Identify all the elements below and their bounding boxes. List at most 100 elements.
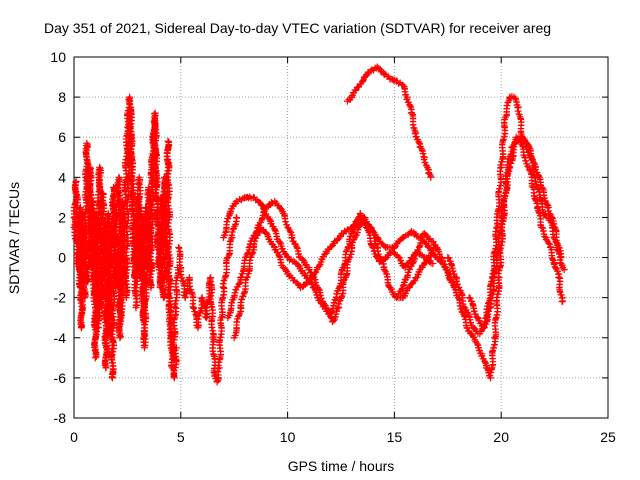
chart-title: Day 351 of 2021, Sidereal Day-to-day VTE… xyxy=(44,20,551,36)
data-point-trace xyxy=(237,276,249,310)
data-point-trace xyxy=(497,116,509,169)
data-point-trace xyxy=(392,235,406,250)
data-point-trace xyxy=(491,276,503,340)
data-point-trace xyxy=(105,251,116,336)
data-point-trace xyxy=(171,266,182,310)
series-right-third-curve xyxy=(465,133,565,332)
data-point-trace xyxy=(506,139,519,170)
data-point-trace xyxy=(403,95,415,116)
data-point-trace xyxy=(556,275,566,305)
data-point-trace xyxy=(126,106,137,199)
data-point-trace xyxy=(175,245,184,269)
data-point xyxy=(258,201,266,209)
data-point xyxy=(91,354,99,362)
y-tick-label: 8 xyxy=(58,89,66,105)
data-point-trace xyxy=(150,119,160,189)
axis-ticks: 0 5 10 15 20 25 -8 -6 -4 -2 0 2 4 6 8 10 xyxy=(50,49,616,445)
data-point-trace xyxy=(409,111,419,135)
data-point xyxy=(558,298,566,306)
data-point-trace xyxy=(445,254,459,280)
data-point-trace xyxy=(315,285,329,310)
data-point-trace xyxy=(504,144,516,169)
data-point-trace xyxy=(507,93,516,102)
data-point-trace xyxy=(328,296,339,316)
data-point-trace xyxy=(163,246,173,300)
data-point-trace xyxy=(413,231,427,257)
y-tick-label: -8 xyxy=(54,410,67,426)
data-point-trace xyxy=(122,156,133,299)
data-point xyxy=(399,81,407,89)
data-point-trace xyxy=(396,254,407,270)
data-point-trace xyxy=(548,246,558,266)
data-point-trace xyxy=(541,211,550,221)
data-point-trace xyxy=(143,235,153,270)
y-tick-label: -6 xyxy=(54,370,67,386)
data-point xyxy=(213,378,221,386)
data-point xyxy=(232,213,240,221)
data-point-trace xyxy=(221,211,233,239)
data-point-trace xyxy=(426,171,435,180)
data-point-trace xyxy=(539,185,552,209)
data-point-trace xyxy=(243,193,255,202)
data-point-trace xyxy=(218,285,228,320)
data-point-trace xyxy=(462,306,476,329)
series-mid-third-curve xyxy=(230,213,458,342)
data-point xyxy=(164,137,172,145)
data-point xyxy=(341,274,349,282)
data-point-trace xyxy=(219,255,230,291)
data-point-trace xyxy=(493,164,505,230)
y-tick-label: 6 xyxy=(58,129,66,145)
data-point-trace xyxy=(288,234,303,261)
data-point-trace xyxy=(277,239,291,260)
data-point-trace xyxy=(118,200,128,251)
data-point-trace xyxy=(169,305,180,361)
data-point-trace xyxy=(271,246,286,269)
y-tick-label: 4 xyxy=(58,169,66,185)
data-point-trace xyxy=(500,164,513,209)
data-point-trace xyxy=(345,94,355,104)
plot-frame xyxy=(73,56,609,419)
data-point-trace xyxy=(264,231,278,250)
data-point xyxy=(525,143,533,151)
data-point-trace xyxy=(86,166,97,230)
data-point-trace xyxy=(225,296,237,319)
x-tick-label: 5 xyxy=(177,429,185,445)
data-point-trace xyxy=(267,220,281,243)
data-point-trace xyxy=(486,335,499,379)
data-point xyxy=(557,254,565,262)
data-point-trace xyxy=(206,275,217,340)
data-point xyxy=(429,260,437,268)
data-point-trace xyxy=(401,83,410,99)
data-point-trace xyxy=(186,276,197,310)
y-tick-label: 10 xyxy=(50,49,66,65)
data-point-trace xyxy=(156,215,167,289)
data-point-trace xyxy=(527,145,539,170)
data-point-trace xyxy=(227,200,239,216)
data-point-trace xyxy=(514,104,525,140)
data-point-trace xyxy=(558,261,567,272)
data-point-trace xyxy=(463,324,479,344)
data-point-trace xyxy=(343,245,356,280)
x-tick-label: 20 xyxy=(493,429,509,445)
data-point-trace xyxy=(130,226,141,279)
data-point-trace xyxy=(244,246,258,281)
data-point-trace xyxy=(160,176,171,250)
y-tick-label: -4 xyxy=(54,330,67,346)
x-tick-label: 10 xyxy=(280,429,296,445)
data-point-trace xyxy=(281,211,296,239)
y-tick-label: 2 xyxy=(58,209,66,225)
data-point-trace xyxy=(135,176,145,261)
data-point-trace xyxy=(481,305,493,331)
data-point xyxy=(146,234,154,241)
series-transition xyxy=(175,213,240,386)
data-point-trace xyxy=(215,316,225,369)
data-point-trace xyxy=(503,95,513,119)
data-point-trace xyxy=(177,265,188,299)
y-tick-label: 0 xyxy=(58,250,66,266)
data-point-trace xyxy=(426,244,439,260)
x-tick-label: 25 xyxy=(600,429,616,445)
data-point-trace xyxy=(414,265,424,281)
x-tick-label: 0 xyxy=(70,429,78,445)
data-point-trace xyxy=(375,64,386,76)
data-point xyxy=(560,266,568,274)
